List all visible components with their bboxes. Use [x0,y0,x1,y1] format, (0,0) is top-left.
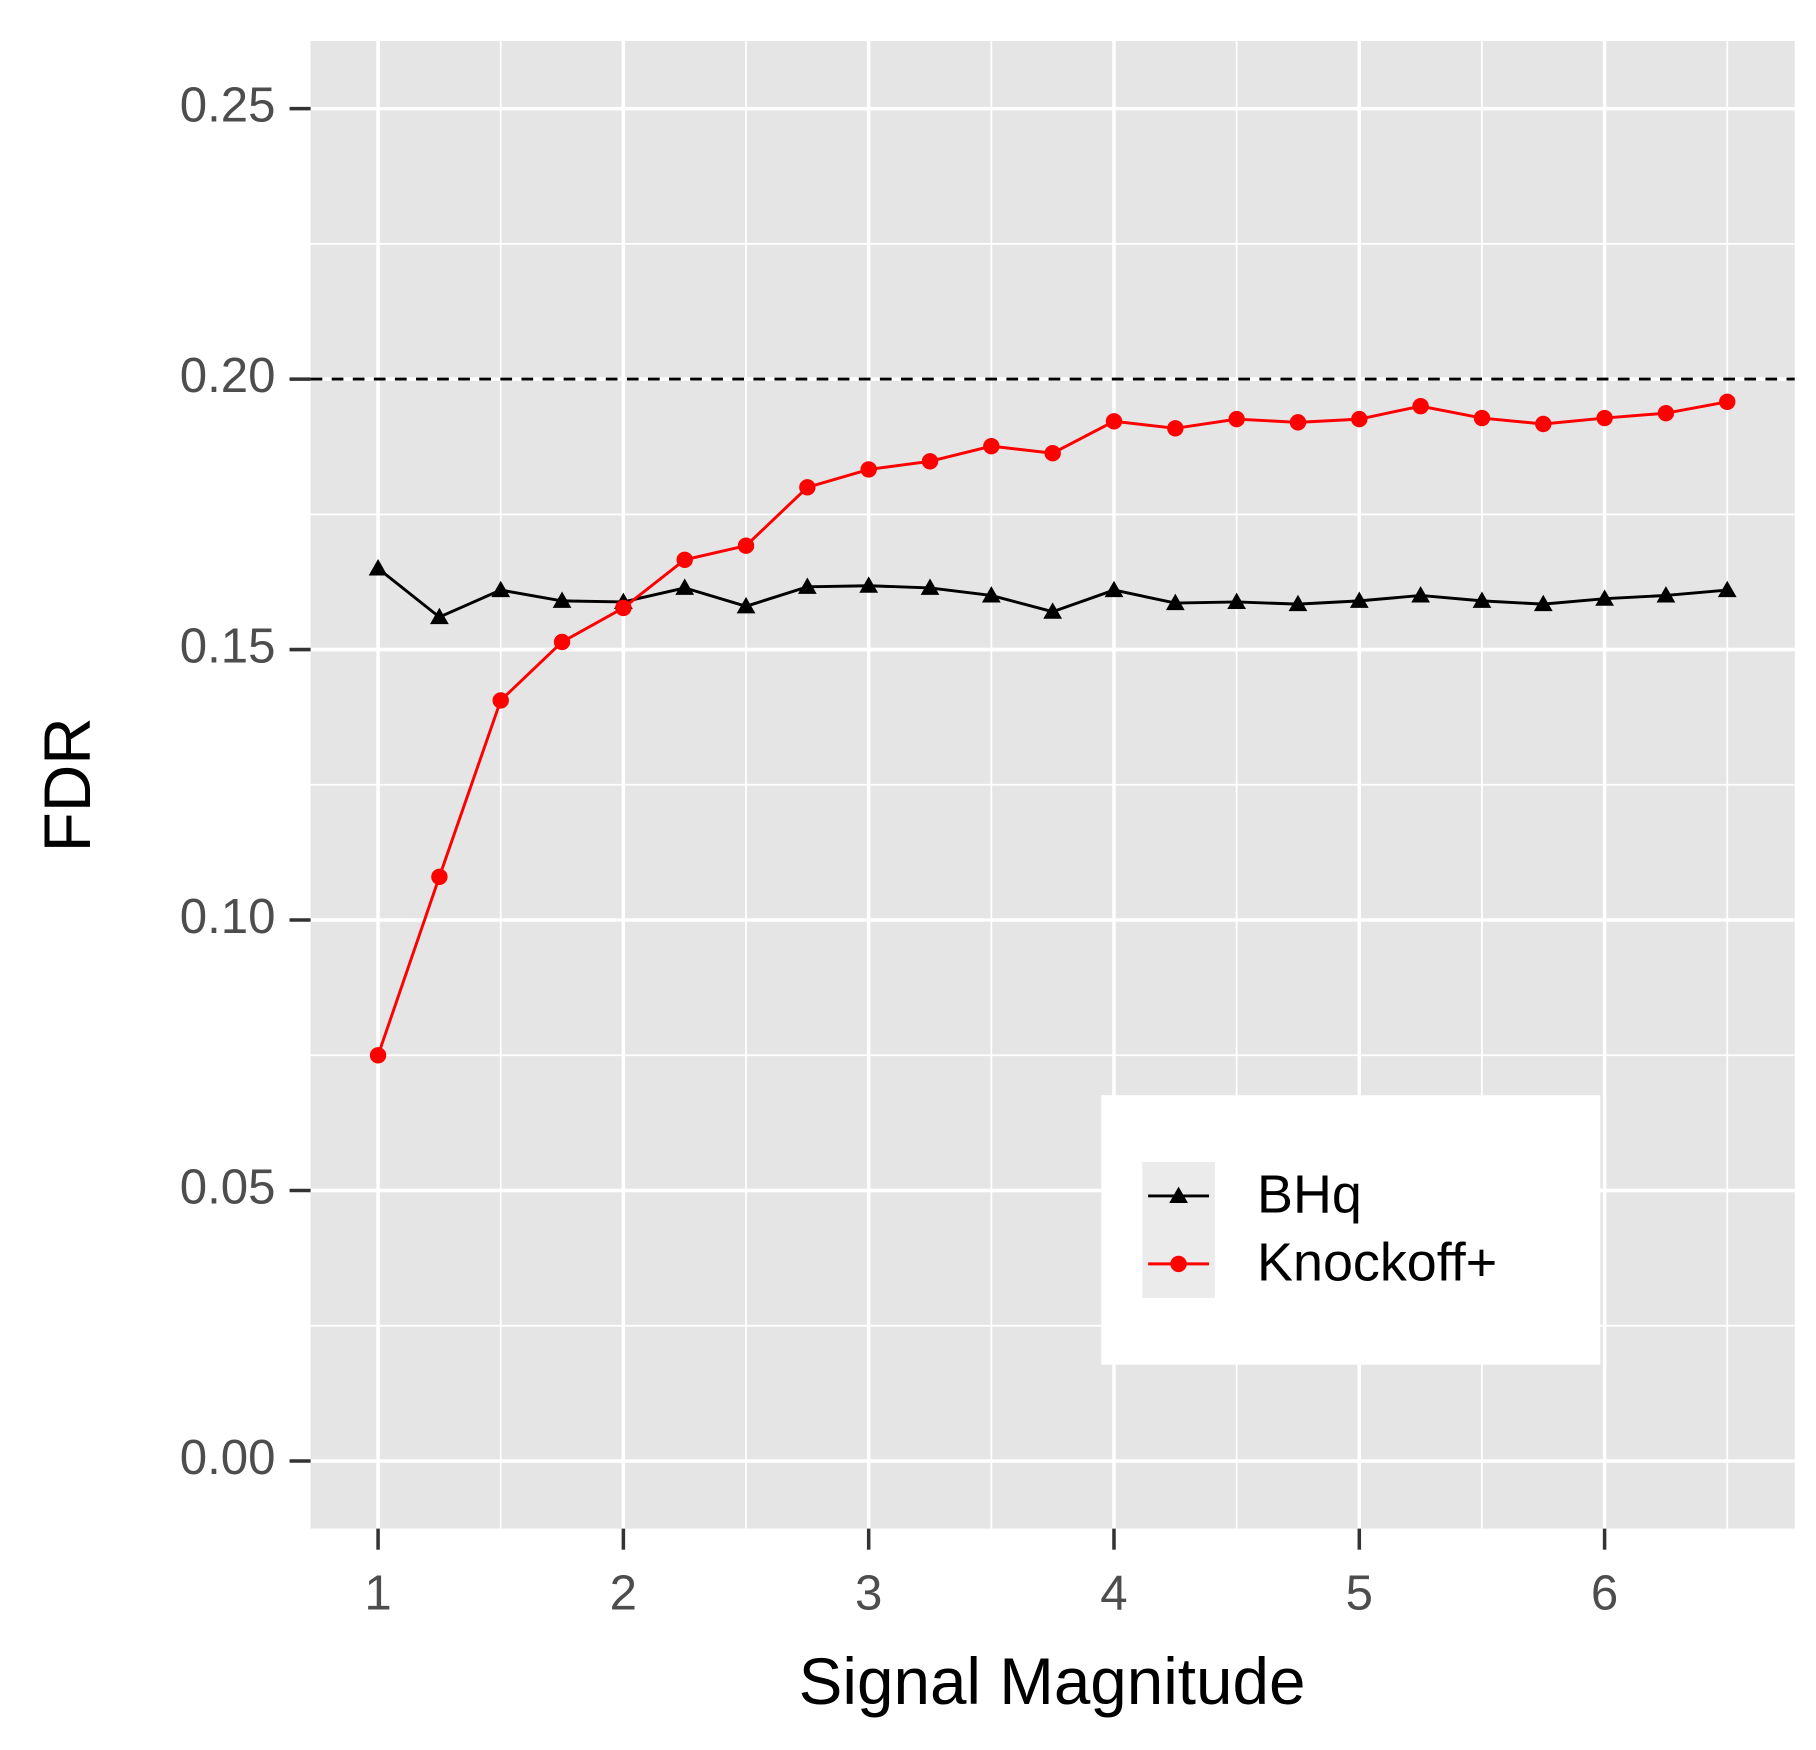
point [921,453,939,470]
point [1104,580,1124,598]
point [1412,397,1429,415]
point [430,607,449,625]
x-tick-label: 1 [364,1566,391,1621]
point [369,1047,387,1064]
point [1105,413,1123,430]
point [1044,445,1061,462]
point [983,437,1000,455]
legend-key-background [1142,1161,1215,1298]
y-tick-label: 0.05 [180,1160,276,1215]
point [920,578,940,595]
legend-marker [1169,1186,1188,1203]
point [1595,589,1614,606]
y-tick-label: 0.20 [180,348,276,403]
y-tick-label: 0.00 [180,1430,276,1485]
point [1596,409,1613,427]
point [1411,586,1430,603]
point [1472,591,1492,608]
point [552,591,572,608]
point [1535,415,1552,433]
point [1289,414,1307,431]
point [1717,580,1737,598]
legend-marker [1170,1255,1187,1273]
point [1349,591,1369,608]
point [981,586,1001,603]
y-tick-label: 0.15 [180,619,276,674]
point [1656,586,1676,603]
point [799,479,816,496]
point [1227,592,1247,609]
point [1719,393,1736,411]
point [1473,409,1491,427]
point [492,692,509,709]
legend-label: Knockoff+ [1257,1232,1497,1292]
x-axis-title: Signal Magnitude [799,1645,1306,1718]
point [553,633,571,651]
point [676,551,693,568]
point [615,599,632,617]
x-tick-label: 5 [1346,1566,1373,1621]
point [1165,593,1185,611]
legend-label: BHq [1257,1165,1362,1225]
point [797,577,817,594]
point [1533,594,1553,612]
point [1657,404,1675,422]
y-tick-label: 0.10 [180,889,276,944]
x-tick-label: 2 [610,1566,637,1621]
point [860,461,877,478]
point [1288,594,1308,612]
point [737,537,755,554]
point [1167,420,1184,437]
point [1228,410,1245,428]
point [1043,602,1063,619]
point [491,580,511,598]
point [1351,410,1368,428]
point [859,576,879,593]
point [736,596,756,614]
x-tick-label: 3 [855,1566,882,1621]
point [368,559,388,576]
x-tick-label: 6 [1591,1566,1618,1621]
y-tick-label: 0.25 [180,78,276,133]
point [431,868,448,885]
y-axis-title: FDR [31,717,104,852]
x-tick-label: 4 [1100,1566,1127,1621]
point [675,578,695,595]
